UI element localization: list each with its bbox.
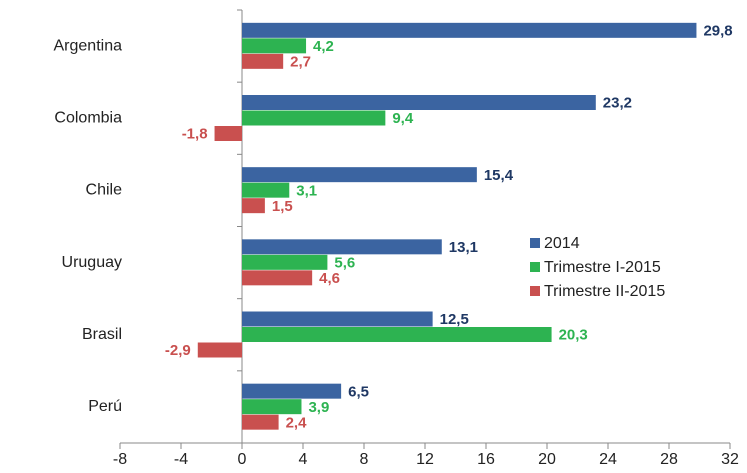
x-tick-label: 32 [721,451,739,468]
value-label: 6,5 [348,383,369,400]
bar [242,270,313,286]
value-label: 9,4 [392,110,414,127]
bar [242,182,290,198]
bar [242,311,433,327]
value-label: 29,8 [703,23,732,40]
value-label: 12,5 [440,311,469,328]
bar [242,95,596,110]
value-label: 20,3 [559,327,588,344]
value-label: -1,8 [182,126,208,143]
bar [242,110,386,126]
x-tick-label: 16 [477,451,495,468]
value-label: 1,5 [272,198,293,215]
bar [242,239,442,255]
legend-label: Trimestre I-2015 [544,259,661,276]
x-tick-label: 12 [416,451,434,468]
value-label: 5,6 [334,255,355,272]
bar [242,383,342,399]
bar [242,167,477,183]
legend-swatch [530,238,540,248]
value-label: 2,4 [286,414,308,431]
legend-swatch [530,286,540,296]
legend-swatch [530,262,540,272]
x-tick-label: -8 [113,451,127,468]
category-label: Perú [88,398,122,415]
bar [197,342,242,358]
bar [242,53,284,69]
category-label: Colombia [54,109,122,126]
value-label: 4,6 [319,270,340,287]
x-tick-label: 0 [238,451,247,468]
value-label: 4,2 [313,38,334,55]
x-tick-label: -4 [174,451,188,468]
bar [214,126,242,141]
legend-label: Trimestre II-2015 [544,283,665,300]
x-tick-label: 20 [538,451,556,468]
bar [242,22,697,38]
bar [242,399,302,415]
x-tick-label: 8 [360,451,369,468]
bar [242,254,328,270]
category-label: Uruguay [62,254,122,271]
bar [242,38,307,54]
legend-label: 2014 [544,235,580,252]
value-label: 15,4 [484,167,514,184]
bar [242,198,265,214]
x-tick-label: 28 [660,451,678,468]
x-tick-label: 4 [299,451,308,468]
x-tick-label: 24 [599,451,617,468]
value-label: 3,1 [296,182,317,199]
category-label: Chile [86,182,123,199]
value-label: 2,7 [290,54,311,71]
category-label: Argentina [54,37,123,54]
value-label: 3,9 [308,399,329,416]
value-label: 23,2 [603,95,632,112]
value-label: -2,9 [165,342,191,359]
category-label: Brasil [82,326,122,343]
bar [242,327,552,342]
value-label: 13,1 [449,239,478,256]
bar [242,414,279,430]
